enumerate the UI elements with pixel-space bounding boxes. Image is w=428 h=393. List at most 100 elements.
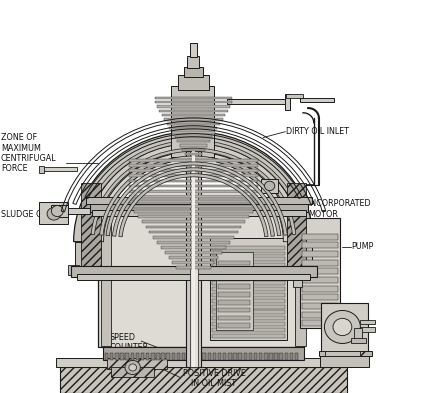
- Bar: [81, 183, 101, 269]
- Bar: [165, 251, 222, 254]
- Bar: [136, 353, 139, 360]
- Text: POSITIVE DRIVE
IN OIL MIST: POSITIVE DRIVE IN OIL MIST: [183, 369, 245, 388]
- Text: PUMP: PUMP: [351, 242, 373, 251]
- Bar: [167, 123, 220, 125]
- Bar: [129, 180, 258, 182]
- Bar: [166, 353, 170, 360]
- Bar: [186, 151, 201, 367]
- Bar: [161, 353, 165, 360]
- Bar: [129, 174, 258, 177]
- Text: SPEED
COUNTER: SPEED COUNTER: [109, 333, 148, 353]
- Wedge shape: [106, 162, 281, 236]
- Bar: [157, 105, 230, 108]
- Bar: [218, 353, 221, 360]
- Wedge shape: [119, 174, 268, 237]
- Bar: [302, 260, 338, 266]
- Bar: [360, 320, 374, 324]
- Bar: [169, 256, 218, 259]
- Bar: [302, 286, 338, 292]
- Bar: [151, 353, 155, 360]
- Bar: [177, 140, 210, 142]
- Circle shape: [125, 360, 140, 375]
- Bar: [149, 231, 238, 233]
- Bar: [218, 284, 250, 289]
- Bar: [182, 353, 185, 360]
- Bar: [146, 353, 149, 360]
- Bar: [90, 201, 308, 212]
- Bar: [71, 266, 317, 277]
- Bar: [178, 75, 209, 90]
- Bar: [212, 287, 285, 291]
- Circle shape: [47, 208, 61, 220]
- Bar: [216, 252, 253, 330]
- Wedge shape: [96, 152, 291, 242]
- Bar: [218, 308, 250, 312]
- Bar: [287, 183, 306, 269]
- Bar: [75, 242, 88, 271]
- Bar: [175, 136, 212, 138]
- Bar: [212, 316, 285, 320]
- Bar: [249, 353, 252, 360]
- Bar: [187, 353, 190, 360]
- Bar: [279, 353, 283, 360]
- Bar: [212, 281, 285, 285]
- Text: INCORPORATED
MOTOR: INCORPORATED MOTOR: [308, 199, 371, 219]
- Bar: [129, 169, 258, 172]
- Bar: [321, 303, 368, 354]
- Bar: [218, 316, 250, 320]
- Bar: [51, 205, 68, 217]
- Bar: [172, 131, 215, 134]
- Bar: [86, 197, 312, 204]
- Bar: [184, 67, 203, 77]
- Bar: [162, 114, 225, 116]
- Bar: [320, 354, 369, 367]
- Wedge shape: [74, 132, 313, 242]
- Bar: [138, 215, 249, 218]
- Bar: [218, 292, 250, 297]
- Bar: [300, 98, 334, 102]
- Bar: [302, 242, 338, 248]
- Bar: [180, 144, 207, 147]
- Bar: [269, 353, 273, 360]
- Bar: [176, 266, 211, 269]
- Bar: [218, 300, 250, 305]
- Bar: [120, 353, 124, 360]
- Bar: [157, 241, 230, 244]
- Bar: [325, 351, 360, 356]
- Bar: [212, 246, 285, 250]
- Bar: [142, 220, 245, 223]
- Bar: [155, 101, 232, 103]
- Circle shape: [333, 318, 352, 336]
- Bar: [103, 347, 304, 360]
- Bar: [360, 327, 374, 332]
- Wedge shape: [83, 140, 304, 234]
- Bar: [41, 167, 77, 171]
- Bar: [285, 94, 290, 110]
- Bar: [354, 328, 362, 340]
- Bar: [185, 153, 202, 155]
- Bar: [39, 202, 68, 224]
- Bar: [187, 56, 199, 68]
- Bar: [125, 353, 129, 360]
- Bar: [212, 334, 285, 338]
- Bar: [223, 353, 226, 360]
- Bar: [212, 299, 285, 303]
- Wedge shape: [91, 148, 296, 235]
- Bar: [190, 43, 197, 57]
- Bar: [212, 252, 285, 255]
- Bar: [110, 353, 113, 360]
- Bar: [212, 305, 285, 309]
- Bar: [295, 353, 298, 360]
- Bar: [101, 212, 111, 346]
- Bar: [286, 94, 303, 98]
- Bar: [134, 210, 253, 213]
- Wedge shape: [100, 156, 287, 235]
- Bar: [190, 151, 198, 367]
- Bar: [98, 209, 304, 347]
- Bar: [129, 164, 258, 167]
- Circle shape: [265, 181, 275, 191]
- Bar: [302, 320, 338, 326]
- Bar: [212, 328, 285, 332]
- Bar: [213, 353, 216, 360]
- Bar: [129, 190, 258, 193]
